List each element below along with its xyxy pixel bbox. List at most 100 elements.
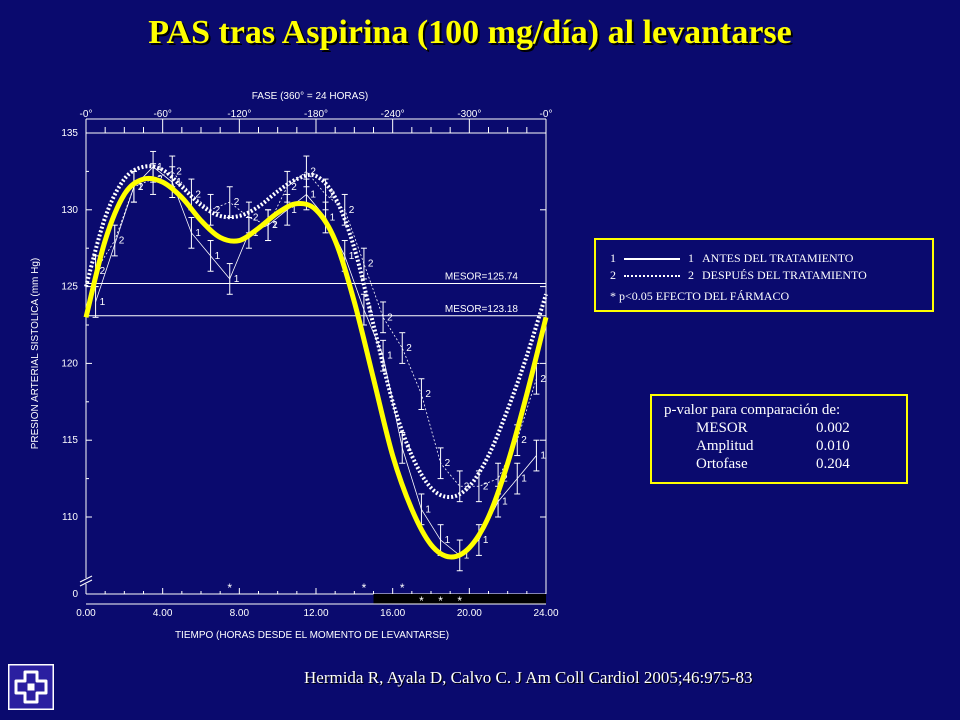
legend-box: 1 1 ANTES DEL TRATAMIENTO 2 2 DESPUÉS DEL TR… — [594, 238, 934, 312]
pvalue-name: Amplitud — [696, 438, 754, 454]
data-point-marker: 1 — [349, 251, 355, 262]
pvalue-box: p-valor para comparación de: MESOR 0.002… — [650, 394, 908, 484]
fitted-curve-before — [83, 175, 549, 560]
significance-star: * — [419, 594, 424, 608]
x-tick-label: 12.00 — [303, 608, 328, 619]
data-point-marker: 2 — [195, 189, 201, 200]
y-tick-label: 135 — [61, 128, 78, 139]
chart-axes — [79, 118, 547, 605]
top-tick-label: -0° — [540, 109, 553, 120]
data-point-marker: 2 — [540, 374, 546, 385]
data-point-marker: 2 — [215, 205, 221, 216]
data-point-marker: 2 — [100, 266, 106, 277]
x-tick-label: 16.00 — [380, 608, 405, 619]
legend-marker-2b: 2 — [688, 268, 694, 282]
hospital-cross-logo-icon — [8, 664, 54, 710]
data-point-marker: 1 — [215, 251, 221, 262]
x-tick-label: 20.00 — [457, 608, 482, 619]
significance-star: * — [438, 594, 443, 608]
data-point-marker: 2 — [291, 182, 297, 193]
data-point-marker: 2 — [310, 166, 316, 177]
pvalue-name: MESOR — [696, 420, 748, 436]
data-point-marker: 1 — [330, 212, 336, 223]
legend-label-after: DESPUÉS DEL TRATAMIENTO — [702, 268, 867, 282]
data-point-marker: 1 — [502, 497, 508, 508]
data-point-marker: 2 — [349, 205, 355, 216]
data-point-marker: 1 — [234, 274, 240, 285]
data-point-marker: 2 — [330, 189, 336, 200]
axis-labels: 135 130 125 120 115 110 0 0.00 -0° 4.00 -60° 8.00 -1… — [30, 91, 559, 641]
top-axis-label: FASE (360° = 24 HORAS) — [252, 91, 369, 102]
data-point-marker: 2 — [368, 259, 374, 270]
data-point-marker: 1 — [483, 535, 489, 546]
y-tick-label: 110 — [62, 512, 78, 523]
series-line — [95, 170, 537, 487]
data-point-marker: 1 — [310, 189, 316, 200]
top-tick-label: -180° — [304, 109, 328, 120]
legend-row-significance: * p<0.05 EFECTO DEL FÁRMACO — [610, 288, 789, 304]
data-point-marker: 1 — [445, 535, 451, 546]
data-point-marker: 1 — [253, 228, 259, 239]
significance-star: * — [457, 594, 462, 608]
pvalue-value: 0.002 — [816, 420, 850, 436]
legend-marker-2: 2 — [610, 268, 616, 282]
data-point-marker: 1 — [138, 182, 144, 193]
significance-star: * — [400, 581, 405, 595]
top-tick-label: -60° — [153, 109, 171, 120]
x-tick-label: 24.00 — [533, 608, 558, 619]
legend-row-before: 1 1 ANTES DEL TRATAMIENTO — [610, 250, 853, 266]
mesor-lines: MESOR=125.74 MESOR=123.18 — [86, 272, 546, 317]
x-axis-label: TIEMPO (HORAS DESDE EL MOMENTO DE LEVANT… — [175, 630, 449, 641]
top-tick-label: -300° — [457, 109, 481, 120]
data-point-marker: 2 — [483, 481, 489, 492]
legend-label-before: ANTES DEL TRATAMIENTO — [702, 251, 854, 265]
significance-star: * — [362, 581, 367, 595]
y-tick-label: 125 — [61, 282, 78, 293]
series-line — [95, 166, 537, 556]
y-tick-label: 120 — [61, 358, 78, 369]
data-point-marker: 2 — [176, 166, 182, 177]
fitted-curves — [83, 164, 549, 560]
x-tick-label: 8.00 — [230, 608, 250, 619]
x-tick-label: 4.00 — [153, 608, 173, 619]
pvalue-row-mesor: MESOR 0.002 — [696, 420, 896, 437]
significance-star: * — [227, 581, 232, 595]
top-tick-label: -240° — [381, 109, 405, 120]
slide-title: PAS tras Aspirina (100 mg/día) al levant… — [148, 14, 792, 51]
data-point-marker: 1 — [387, 351, 393, 362]
data-point-marker: 2 — [445, 458, 451, 469]
data-point-marker: 1 — [176, 177, 182, 188]
top-tick-label: -120° — [227, 109, 251, 120]
data-point-marker: 1 — [464, 550, 470, 561]
axis-break-mark — [79, 575, 93, 587]
pvalue-name: Ortofase — [696, 456, 748, 472]
data-point-marker: 2 — [253, 212, 259, 223]
data-point-marker: 1 — [406, 443, 412, 454]
pvalue-value: 0.010 — [816, 438, 850, 454]
data-point-marker: 2 — [387, 312, 393, 323]
data-point-marker: 1 — [540, 451, 546, 462]
fitted-curve-after — [84, 164, 548, 500]
pvalue-row-orthophase: Ortofase 0.204 — [696, 456, 896, 473]
pvalue-title: p-valor para comparación de: — [664, 402, 841, 418]
data-point-marker: 1 — [291, 205, 297, 216]
data-point-marker: 2 — [119, 236, 125, 247]
y-axis-label: PRESION ARTERIAL SISTOLICA (mm Hg) — [30, 258, 41, 450]
data-point-marker: 1 — [425, 504, 431, 515]
legend-label-significance: * p<0.05 EFECTO DEL FÁRMACO — [610, 289, 790, 303]
data-point-marker: 2 — [234, 197, 240, 208]
data-point-marker: 1 — [521, 474, 527, 485]
data-point-marker: 2 — [406, 343, 412, 354]
y-tick-label: 130 — [61, 205, 78, 216]
data-point-marker: 2 — [272, 220, 278, 231]
data-point-marker: 2 — [425, 389, 431, 400]
y-tick-label: 115 — [62, 435, 78, 446]
data-point-marker: 2 — [464, 481, 470, 492]
data-point-marker: 2 — [521, 435, 527, 446]
legend-dotted-line — [624, 275, 680, 278]
data-point-marker: 2 — [138, 182, 144, 193]
pvalue-row-amplitude: Amplitud 0.010 — [696, 438, 896, 455]
y-break-label: 0 — [72, 589, 78, 600]
legend-marker-1b: 1 — [688, 251, 694, 265]
